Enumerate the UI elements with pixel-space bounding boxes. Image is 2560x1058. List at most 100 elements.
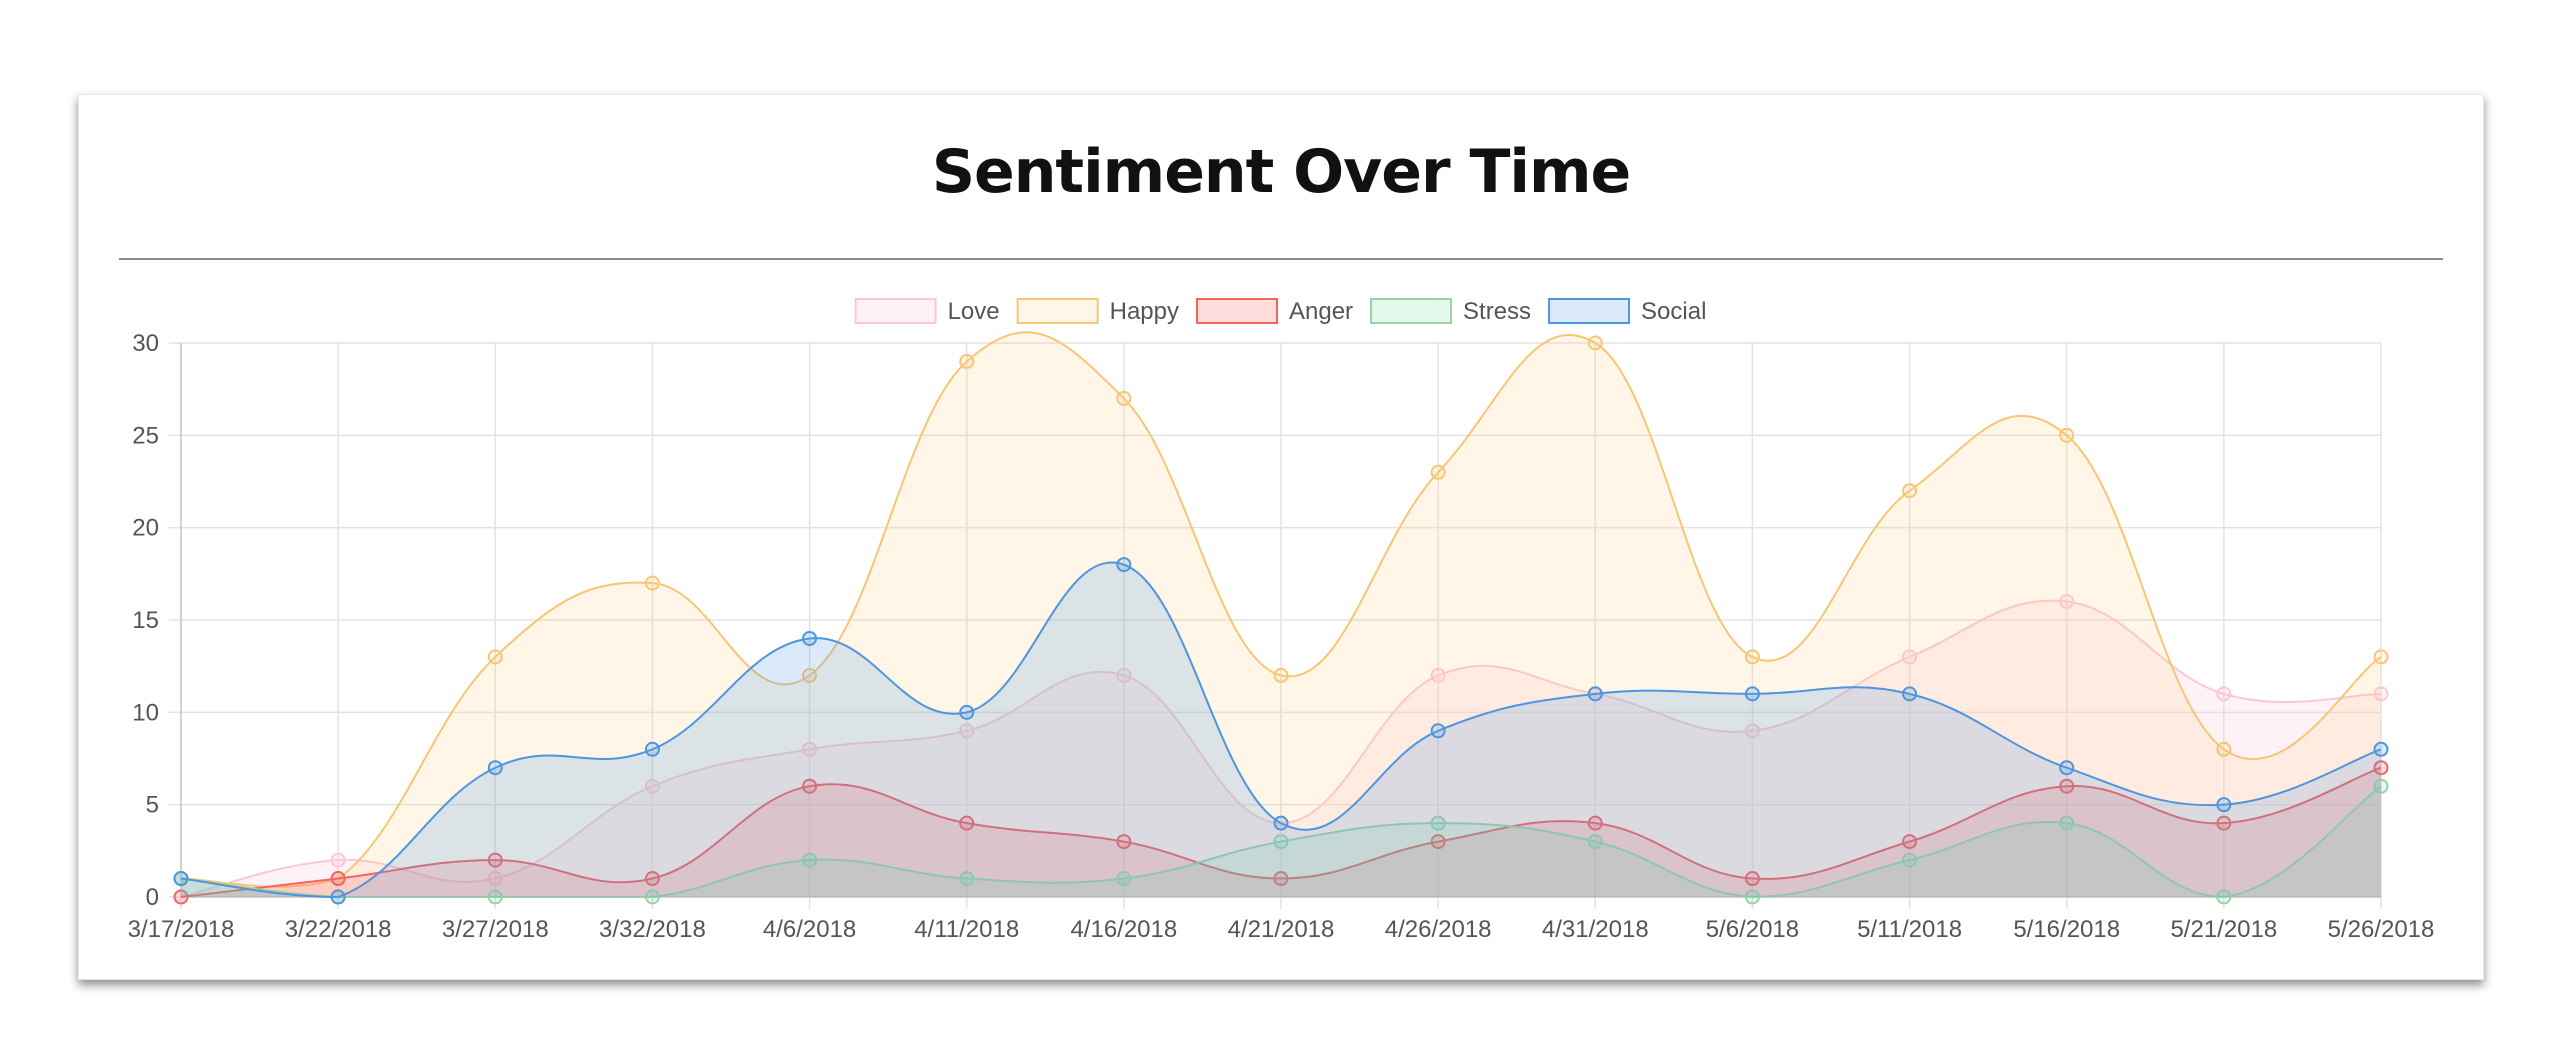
social-point <box>959 704 975 720</box>
anger-point <box>487 852 503 868</box>
anger-point <box>959 815 975 831</box>
anger-point <box>1587 815 1603 831</box>
happy-point <box>2373 649 2389 665</box>
stress-point <box>1273 834 1289 850</box>
social-point <box>1430 723 1446 739</box>
social-point <box>644 741 660 757</box>
anger-point <box>802 778 818 794</box>
happy-point <box>1587 335 1603 351</box>
chart-card: Sentiment Over Time 0 5 10 15 20 25 30 3/17/201… <box>78 94 2484 980</box>
series-layer <box>173 331 2389 905</box>
legend-swatch-love <box>854 298 937 324</box>
y-tick-label: 20 <box>132 515 159 542</box>
stress-point <box>2373 778 2389 794</box>
legend: Love Happy Anger Stress Social <box>854 298 1706 325</box>
love-point <box>330 852 346 868</box>
anger-point <box>1116 834 1132 850</box>
anger-point <box>644 871 660 887</box>
stress-point <box>1116 871 1132 887</box>
legend-label-stress: Stress <box>1463 298 1531 325</box>
social-point <box>2373 741 2389 757</box>
x-tick-label: 4/11/2018 <box>914 916 1019 943</box>
legend-label-social: Social <box>1641 298 1706 325</box>
stress-point <box>1587 834 1603 850</box>
social-point <box>1587 686 1603 702</box>
anger-point <box>330 871 346 887</box>
happy-point <box>2216 741 2232 757</box>
stress-point <box>1430 815 1446 831</box>
grid <box>169 342 2382 909</box>
anger-point <box>2373 760 2389 776</box>
love-point <box>802 741 818 757</box>
social-line <box>180 561 2382 899</box>
legend-swatch-social <box>1548 298 1631 324</box>
social-point <box>1902 686 1918 702</box>
x-tick-label: 3/22/2018 <box>285 916 392 943</box>
love-area <box>181 600 2381 897</box>
x-tick-label: 4/31/2018 <box>1542 916 1649 943</box>
x-tick-label: 5/26/2018 <box>2328 916 2435 943</box>
x-tick-label: 5/21/2018 <box>2170 916 2277 943</box>
chart-title: Sentiment Over Time <box>931 137 1631 207</box>
social-point <box>1116 557 1132 573</box>
anger-point <box>2216 815 2232 831</box>
social-point <box>173 871 189 887</box>
social-area <box>181 562 2381 897</box>
stress-point <box>2059 815 2075 831</box>
title-divider <box>119 258 2443 260</box>
love-point <box>959 723 975 739</box>
stress-point <box>959 871 975 887</box>
x-tick-label: 3/27/2018 <box>442 916 549 943</box>
love-point <box>1430 667 1446 683</box>
social-point <box>487 760 503 776</box>
stress-point <box>2216 889 2232 905</box>
love-point <box>644 778 660 794</box>
x-tick-label: 4/6/2018 <box>763 916 856 943</box>
happy-point <box>1902 483 1918 499</box>
happy-point <box>2059 427 2075 443</box>
y-tick-label: 5 <box>146 792 159 819</box>
stress-point <box>1902 852 1918 868</box>
happy-point <box>1744 649 1760 665</box>
legend-swatch-anger <box>1195 298 1278 324</box>
legend-label-anger: Anger <box>1289 298 1353 325</box>
love-point <box>1902 649 1918 665</box>
anger-point <box>1902 834 1918 850</box>
x-tick-label: 5/6/2018 <box>1706 916 1799 943</box>
social-point <box>802 630 818 646</box>
happy-point <box>802 667 818 683</box>
stress-point <box>1744 889 1760 905</box>
anger-line <box>180 766 2382 898</box>
anger-point <box>1273 871 1289 887</box>
anger-area <box>181 767 2381 897</box>
anger-point <box>1430 834 1446 850</box>
love-point <box>2216 686 2232 702</box>
happy-area <box>181 332 2381 897</box>
x-tick-label: 5/16/2018 <box>2013 916 2120 943</box>
social-point <box>2059 760 2075 776</box>
happy-point <box>1273 667 1289 683</box>
stress-line <box>180 785 2382 899</box>
love-point <box>2373 686 2389 702</box>
legend-label-happy: Happy <box>1110 298 1179 325</box>
y-tick-label: 30 <box>132 330 159 357</box>
love-point <box>1116 667 1132 683</box>
legend-item-social: Social <box>1548 298 1706 325</box>
social-point <box>1273 815 1289 831</box>
happy-point <box>644 575 660 591</box>
love-point <box>1744 723 1760 739</box>
legend-item-love: Love <box>854 298 1000 325</box>
x-tick-label: 3/17/2018 <box>128 916 235 943</box>
y-tick-label: 10 <box>132 699 159 726</box>
anger-point <box>2059 778 2075 794</box>
love-point <box>2059 594 2075 610</box>
y-tick-label: 15 <box>132 607 159 634</box>
anger-point <box>173 889 189 905</box>
x-tick-label: 5/11/2018 <box>1857 916 1962 943</box>
happy-point <box>487 649 503 665</box>
happy-point <box>959 353 975 369</box>
x-tick-label: 4/16/2018 <box>1070 916 1177 943</box>
social-point <box>1744 686 1760 702</box>
stress-point <box>487 889 503 905</box>
social-point <box>330 889 346 905</box>
